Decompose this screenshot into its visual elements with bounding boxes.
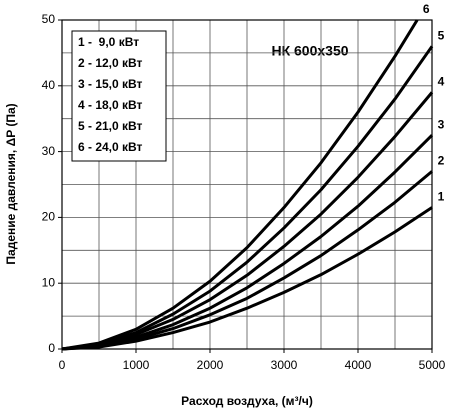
legend-entry: 5 - 21,0 кВт xyxy=(78,119,143,133)
y-tick-label: 40 xyxy=(42,78,56,92)
y-tick-label: 30 xyxy=(42,144,56,158)
legend-entry: 3 - 15,0 кВт xyxy=(78,77,143,91)
legend-entry: 4 - 18,0 кВт xyxy=(78,98,143,112)
series-line xyxy=(61,206,433,351)
y-tick-label: 50 xyxy=(42,12,56,26)
series-end-label: 5 xyxy=(438,28,445,42)
y-tick-label: 20 xyxy=(42,210,56,224)
legend-entry: 6 - 24,0 кВт xyxy=(78,140,143,154)
chart-title: НК 600х350 xyxy=(271,43,348,59)
series-end-label: 1 xyxy=(438,190,445,204)
x-tick-label: 5000 xyxy=(419,358,446,372)
y-tick-label: 10 xyxy=(42,275,56,289)
y-axis-label: Падение давления, ΔP (Па) xyxy=(4,103,18,264)
x-tick-label: 2000 xyxy=(197,358,224,372)
x-tick-label: 0 xyxy=(59,358,66,372)
series-line xyxy=(61,45,434,351)
legend-entry: 1 - 9,0 кВт xyxy=(78,35,139,49)
series-end-label: 6 xyxy=(423,2,430,16)
legend-entry: 2 - 12,0 кВт xyxy=(78,56,143,70)
x-tick-label: 4000 xyxy=(345,358,372,372)
x-tick-label: 1000 xyxy=(123,358,150,372)
series-line xyxy=(61,19,419,351)
x-axis-label: Расход воздуха, (м³/ч) xyxy=(181,394,313,408)
y-tick-label: 0 xyxy=(48,341,55,355)
series-end-label: 2 xyxy=(438,154,445,168)
x-tick-label: 3000 xyxy=(271,358,298,372)
series-line xyxy=(61,134,434,351)
plot-frame xyxy=(61,19,433,350)
series-end-label: 4 xyxy=(438,75,445,89)
series-end-label: 3 xyxy=(438,117,445,131)
legend-box xyxy=(71,30,167,162)
